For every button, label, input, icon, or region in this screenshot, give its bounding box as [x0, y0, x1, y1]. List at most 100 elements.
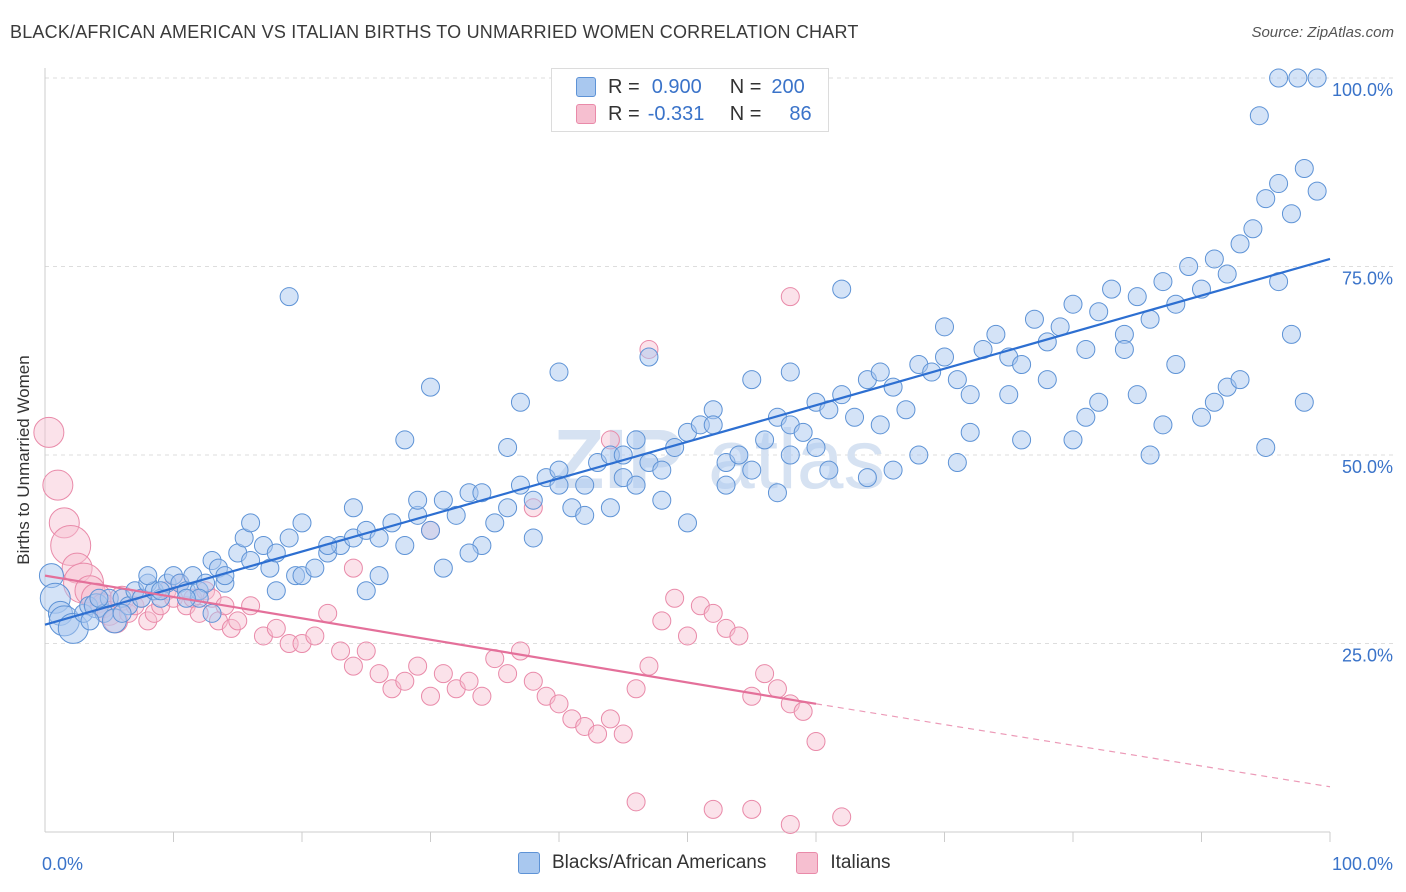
italians-point [356, 641, 376, 661]
blacks-point [279, 287, 299, 307]
blacks-point [742, 370, 762, 390]
blacks-point [395, 430, 415, 450]
blacks-point [883, 460, 903, 480]
blacks-point [279, 528, 299, 548]
legend-item-italians[interactable]: Italians [796, 852, 891, 874]
blacks-point [1230, 370, 1250, 390]
blacks-point [947, 453, 967, 473]
italians-point [395, 671, 415, 691]
blacks-point [1166, 294, 1186, 314]
blacks-point [408, 490, 428, 510]
legend-label-italians: Italians [830, 852, 891, 873]
italians-point [241, 596, 261, 616]
blacks-point [960, 385, 980, 405]
italians-point [729, 626, 749, 646]
blacks-point [935, 317, 954, 337]
blacks-point [1153, 272, 1173, 292]
blacks-point [742, 460, 762, 480]
italians-point [459, 671, 479, 691]
legend-n-label: N = [729, 102, 762, 125]
blacks-point [806, 437, 826, 457]
legend-label-blacks: Blacks/African Americans [552, 852, 767, 873]
y-axis-title: Births to Unmarried Women [14, 355, 33, 565]
blacks-point [1024, 309, 1044, 329]
blacks-point [935, 347, 954, 367]
y-tick-label: 100.0% [1332, 80, 1393, 100]
blacks-point [626, 430, 646, 450]
italians-point [549, 694, 569, 714]
blacks-point [1012, 355, 1032, 375]
blacks-point [241, 513, 261, 533]
blacks-point [112, 603, 132, 623]
legend-item-blacks[interactable]: Blacks/African Americans [518, 852, 766, 874]
italians-point [523, 671, 543, 691]
blacks-point [421, 520, 440, 540]
blacks-point [1140, 445, 1160, 465]
italians-point [48, 507, 80, 539]
blacks-point [395, 535, 415, 555]
x-tick-label: 100.0% [1332, 854, 1393, 874]
blacks-point [1037, 370, 1057, 390]
blacks-point [1204, 249, 1224, 269]
blacks-point [138, 566, 158, 586]
blacks-point [343, 498, 363, 518]
italians-point [665, 588, 685, 608]
blacks-point [1307, 68, 1327, 88]
italians-point [472, 686, 492, 706]
blacks-point [356, 581, 376, 601]
blacks-point [639, 347, 659, 367]
italians-point [652, 611, 672, 631]
italians-point [343, 656, 363, 676]
legend-r-label: R = [608, 102, 640, 125]
chart-source: Source: ZipAtlas.com [1251, 24, 1394, 41]
italians-point [221, 618, 241, 638]
italians-point [767, 679, 787, 699]
blacks-point [716, 475, 736, 495]
chart-title: BLACK/AFRICAN AMERICAN VS ITALIAN BIRTHS… [10, 22, 859, 42]
blacks-point [1294, 392, 1314, 412]
blacks-point [870, 415, 890, 435]
blacks-point [652, 490, 672, 510]
blacks-point [1281, 324, 1301, 344]
axes [44, 68, 1331, 842]
italians-point [678, 626, 697, 646]
blacks-point [421, 377, 440, 397]
blacks-point [1153, 415, 1173, 435]
blacks-point [202, 603, 222, 623]
x-tick-label: 0.0% [42, 854, 83, 874]
italians-trend-line [44, 574, 817, 705]
italians-point [742, 799, 762, 819]
blacks-point [1012, 430, 1032, 450]
blacks-point [1256, 189, 1276, 209]
italians-point [626, 792, 646, 812]
blacks-point [1063, 430, 1083, 450]
legend-swatch-pink [796, 852, 819, 874]
italians-point [703, 799, 723, 819]
italians-point [266, 618, 286, 638]
blacks-point [729, 445, 749, 465]
blacks-point [703, 415, 723, 435]
italians-point [742, 686, 762, 706]
italians-point [600, 709, 620, 729]
trend-lines [44, 257, 1331, 788]
italians-point [42, 469, 74, 501]
blacks-point [472, 483, 492, 503]
italians-point [138, 611, 158, 631]
blacks-point [498, 498, 518, 518]
blacks-point [986, 324, 1006, 344]
legend-n-value: 200 [771, 75, 805, 98]
blacks-point [652, 460, 672, 480]
blacks-point [960, 422, 980, 442]
blacks-point [1294, 158, 1314, 178]
blacks-point [292, 513, 312, 533]
italians-trend-extension [815, 703, 1331, 788]
legend-row-italians: R = -0.331 N = 86 [576, 102, 812, 126]
legend-swatch-blue [518, 852, 540, 874]
tick-labels: 25.0% 50.0% 75.0% 100.0% 0.0% 100.0% [42, 80, 1393, 874]
italians-point [755, 664, 775, 684]
italians-point [408, 656, 428, 676]
blacks-points [38, 68, 1327, 644]
blacks-point [600, 498, 620, 518]
italians-point [613, 724, 633, 744]
